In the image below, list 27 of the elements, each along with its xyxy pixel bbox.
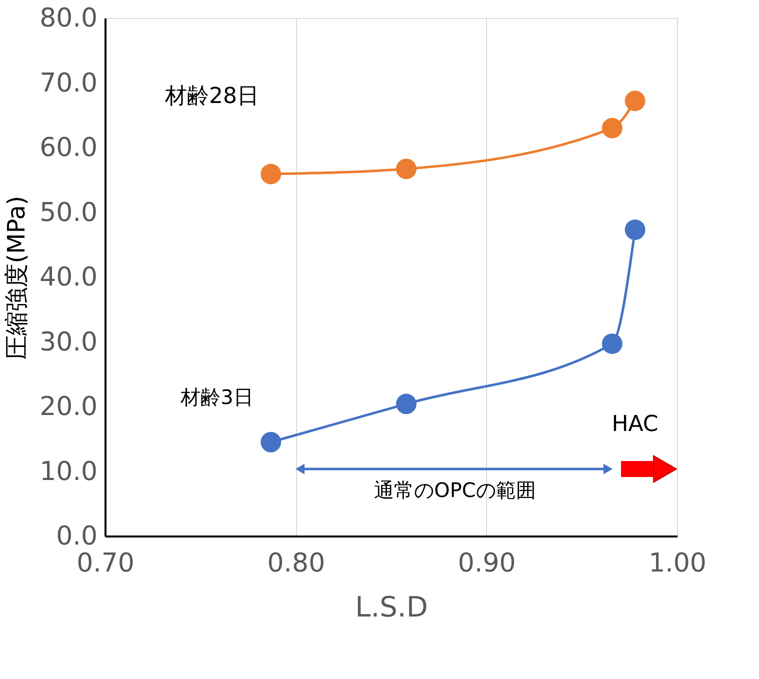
y-tick-label: 70.0 bbox=[40, 68, 98, 98]
point bbox=[396, 158, 416, 180]
x-tick-label: 0.90 bbox=[458, 548, 516, 578]
point bbox=[602, 118, 622, 138]
x-axis-title: L.S.D bbox=[355, 590, 428, 624]
y-tick-label: 30.0 bbox=[40, 327, 98, 358]
y-tick-label: 80.0 bbox=[40, 4, 98, 34]
point bbox=[624, 90, 646, 112]
annotation: 通常のOPCの範囲 bbox=[374, 478, 536, 502]
y-tick-label: 0.0 bbox=[56, 522, 98, 552]
y-axis-title: 圧縮強度(MPa) bbox=[2, 196, 31, 360]
y-tick-label: 60.0 bbox=[40, 133, 98, 163]
point bbox=[260, 432, 282, 452]
x-tick-label: 1.00 bbox=[648, 548, 706, 578]
x-tick-label: 0.80 bbox=[267, 548, 326, 578]
point bbox=[396, 394, 416, 414]
point bbox=[260, 164, 282, 184]
y-tick-label: 20.0 bbox=[40, 392, 98, 422]
y-tick-label: 40.0 bbox=[40, 262, 98, 292]
annotation: 材齢3日 bbox=[180, 385, 254, 409]
x-tick-label: 0.70 bbox=[76, 548, 134, 578]
point bbox=[624, 220, 646, 240]
point bbox=[602, 333, 622, 354]
annotation: 材齢28日 bbox=[164, 84, 259, 109]
y-tick-label: 10.0 bbox=[40, 456, 98, 487]
annotation: HAC bbox=[612, 412, 658, 437]
y-tick-label: 50.0 bbox=[40, 198, 98, 228]
